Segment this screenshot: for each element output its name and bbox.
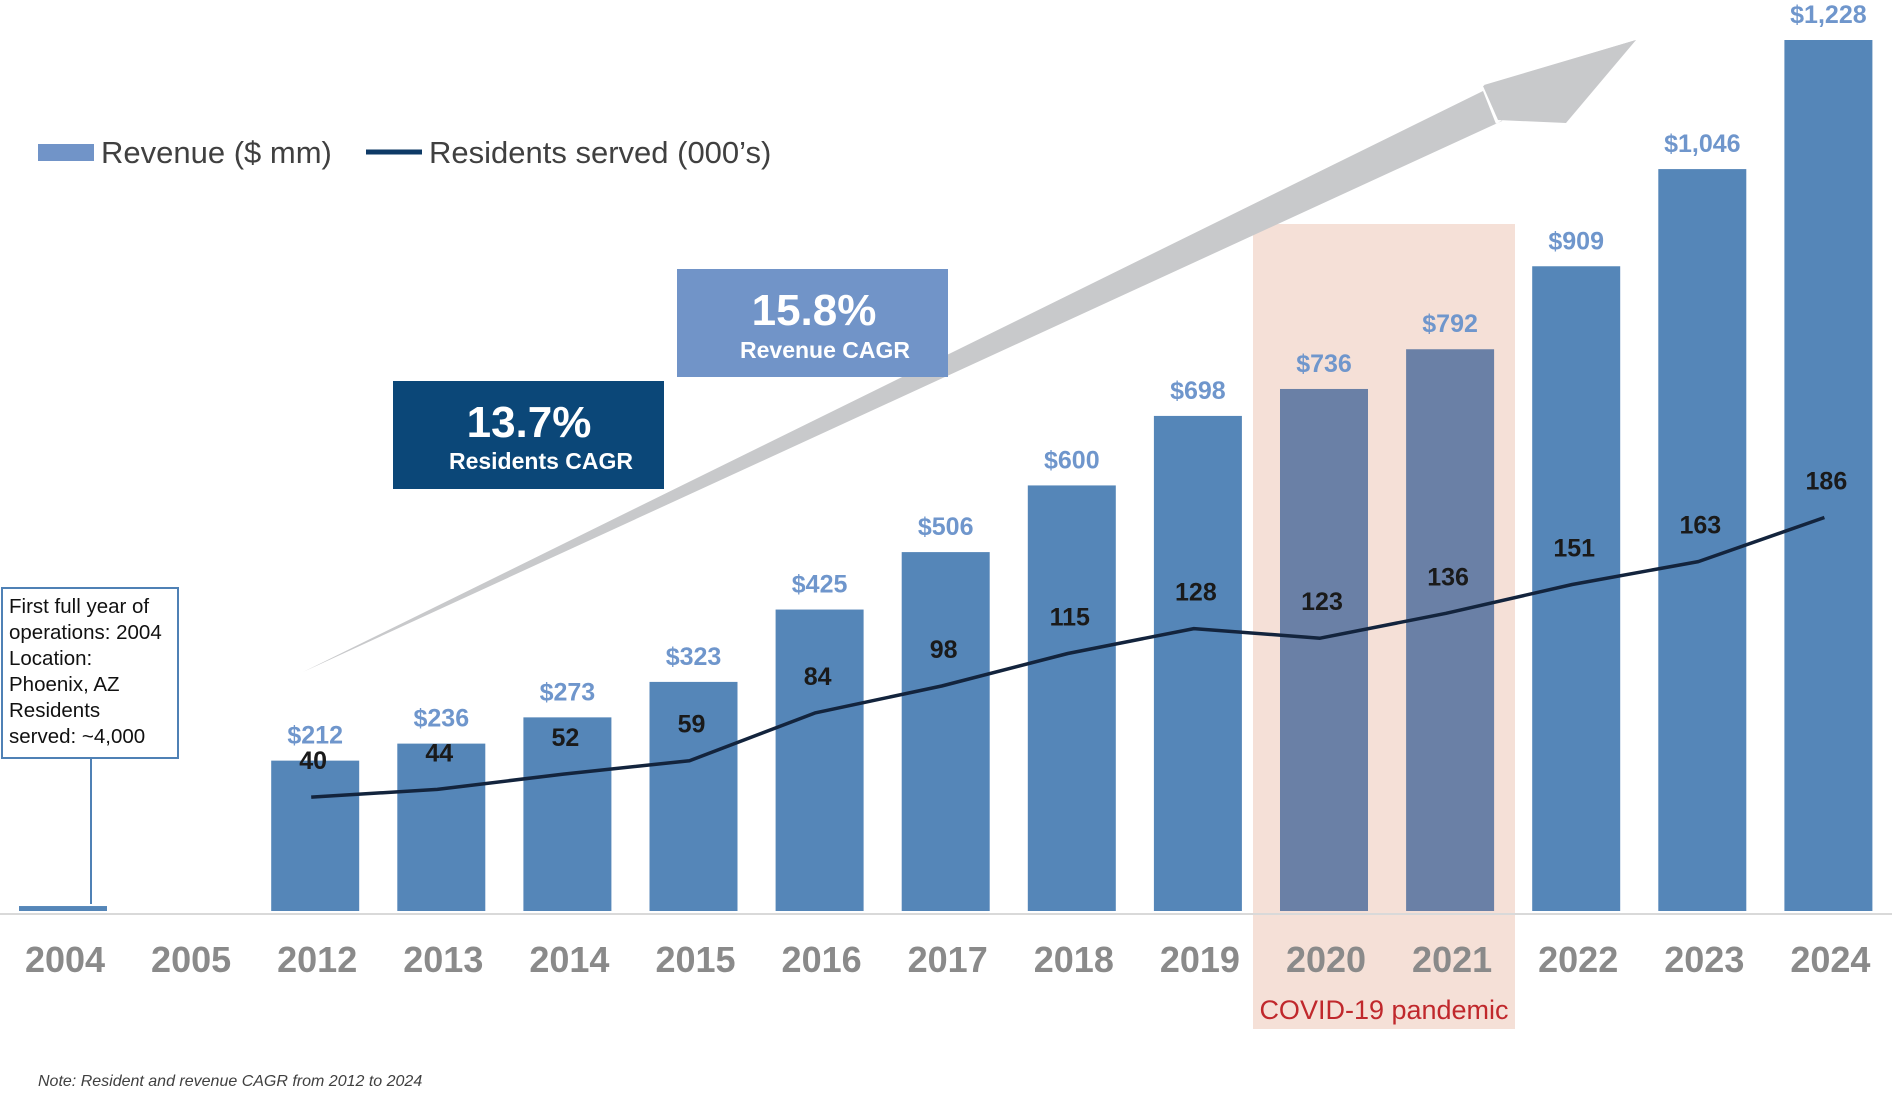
x-tick-2021: 2021 (1412, 939, 1492, 980)
revenue-cagr-value: 15.8% (752, 286, 877, 335)
revenue-bar-2018 (1027, 485, 1116, 911)
residents-label-2020: 123 (1301, 588, 1343, 616)
revenue-label-2022: $909 (1548, 227, 1604, 255)
x-tick-2004: 2004 (25, 939, 105, 980)
revenue-cagr-label: Revenue CAGR (740, 337, 910, 363)
revenue-bar-2012 (271, 760, 360, 911)
x-tick-2012: 2012 (277, 939, 357, 980)
residents-labels: 40 44 52 59 84 98 115 128 123 136 151 163 186 (299, 468, 1847, 776)
residents-line (311, 515, 1825, 799)
residents-label-2013: 44 (425, 739, 453, 767)
first-year-callout: First full year of operations: 2004 Loca… (1, 587, 179, 759)
revenue-label-2024: $1,228 (1790, 1, 1867, 29)
legend-revenue-swatch (38, 144, 94, 161)
x-axis-tick-labels: 2004 2005 2012 2013 2014 2015 2016 2017 2018 2019… (25, 939, 1870, 980)
residents-label-2016: 84 (804, 663, 832, 691)
growth-arrow-icon (303, 40, 1636, 672)
callout-line: Location: (9, 647, 93, 670)
callout-line: First full year of (9, 595, 150, 618)
revenue-label-2020: $736 (1296, 350, 1352, 378)
residents-cagr-bg (393, 381, 664, 489)
revenue-bar-2023 (1658, 169, 1747, 911)
callout-line: Residents (9, 699, 101, 722)
footnote: Note: Resident and revenue CAGR from 201… (38, 1073, 422, 1090)
revenue-bar-labels: $212 $236 $273 $323 $425 $506 $600 $698 $736 $792… (287, 1, 1866, 750)
x-tick-2005: 2005 (151, 939, 231, 980)
revenue-bars (19, 40, 1873, 912)
residents-label-2024: 186 (1806, 468, 1848, 496)
revenue-bar-2017 (901, 552, 990, 911)
residents-label-2022: 151 (1553, 535, 1595, 563)
x-tick-2024: 2024 (1790, 939, 1870, 980)
residents-label-2023: 163 (1679, 512, 1721, 540)
x-tick-2015: 2015 (655, 939, 735, 980)
revenue-bar-2013 (397, 743, 486, 911)
residents-label-2018: 115 (1050, 603, 1090, 631)
residents-label-2017: 98 (930, 636, 958, 664)
revenue-bar-2015 (649, 681, 738, 911)
callout-line: operations: 2004 (9, 621, 162, 644)
revenue-label-2013: $236 (413, 705, 469, 733)
x-tick-2018: 2018 (1034, 939, 1114, 980)
legend-revenue-label: Revenue ($ mm) (101, 135, 332, 170)
x-tick-2017: 2017 (908, 939, 988, 980)
revenue-bar-2014 (523, 717, 612, 911)
x-tick-2020: 2020 (1286, 939, 1366, 980)
revenue-bar-2004 (19, 906, 107, 911)
residents-label-2021: 136 (1427, 563, 1469, 591)
x-tick-2016: 2016 (782, 939, 862, 980)
revenue-label-2023: $1,046 (1664, 130, 1740, 158)
revenue-label-2012: $212 (287, 722, 343, 750)
revenue-label-2017: $506 (918, 513, 974, 541)
revenue-label-2021: $792 (1422, 310, 1478, 338)
revenue-bar-2021 (1406, 349, 1495, 911)
x-tick-2019: 2019 (1160, 939, 1240, 980)
revenue-label-2016: $425 (792, 571, 848, 599)
residents-cagr-value: 13.7% (467, 398, 592, 447)
residents-cagr-box: 13.7% Residents CAGR (393, 381, 664, 489)
callout-line: served: ~4,000 (9, 725, 146, 748)
x-tick-2022: 2022 (1538, 939, 1618, 980)
residents-label-2015: 59 (678, 711, 706, 739)
legend: Revenue ($ mm) Residents served (000’s) (38, 135, 771, 170)
revenue-label-2019: $698 (1170, 377, 1226, 405)
x-tick-2023: 2023 (1664, 939, 1744, 980)
revenue-label-2018: $600 (1044, 446, 1100, 474)
revenue-bar-2022 (1532, 266, 1621, 911)
callout-line: Phoenix, AZ (9, 673, 120, 696)
x-tick-2014: 2014 (529, 939, 609, 980)
covid-label: COVID-19 pandemic (1259, 995, 1508, 1025)
x-tick-2013: 2013 (403, 939, 483, 980)
revenue-bar-2024 (1784, 40, 1873, 911)
revenue-bar-2020 (1280, 388, 1368, 912)
revenue-bar-2016 (775, 609, 864, 911)
revenue-cagr-bg (677, 269, 948, 377)
legend-residents-label: Residents served (000’s) (429, 135, 771, 170)
revenue-cagr-box: 15.8% Revenue CAGR (677, 269, 948, 377)
residents-label-2014: 52 (551, 724, 579, 752)
growth-arrow-head (1483, 40, 1636, 123)
residents-cagr-label: Residents CAGR (449, 448, 633, 474)
revenue-label-2015: $323 (666, 643, 722, 671)
residents-label-2012: 40 (299, 747, 327, 775)
revenue-label-2014: $273 (540, 678, 596, 706)
revenue-bar-2019 (1153, 415, 1242, 911)
residents-label-2019: 128 (1175, 579, 1217, 607)
